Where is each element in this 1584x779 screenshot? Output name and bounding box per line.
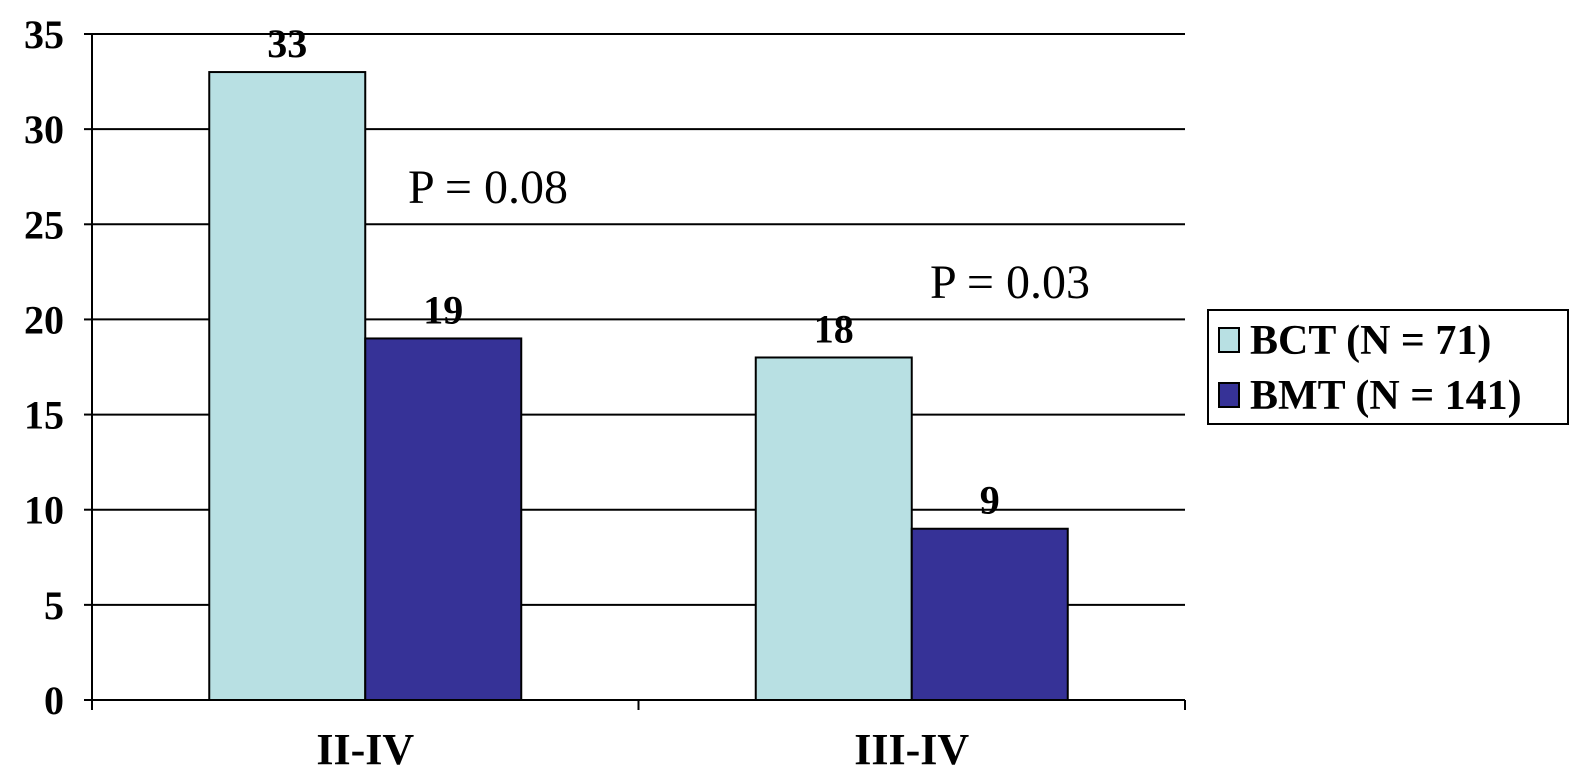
p-value-annotation-ii-iv: P = 0.08: [408, 161, 568, 214]
y-tick-label: 10: [24, 488, 64, 533]
axes: [84, 33, 1186, 710]
legend-label-bmt: BMT (N = 141): [1250, 373, 1522, 419]
x-category-label: II-IV: [316, 725, 414, 774]
data-label: 33: [267, 21, 307, 66]
data-label: 18: [814, 306, 854, 351]
y-tick-label: 25: [24, 202, 64, 247]
data-label: 19: [423, 287, 463, 332]
y-tick-label: 20: [24, 297, 64, 342]
bar-bmt: [910, 527, 1069, 701]
bars: [208, 71, 1069, 702]
y-tick-label: 30: [24, 107, 64, 152]
y-tick-label: 35: [24, 12, 64, 57]
y-tick-label: 0: [44, 678, 64, 723]
legend-swatch-bmt: [1218, 382, 1240, 408]
legend: BCT (N = 71) BMT (N = 141): [1207, 309, 1569, 425]
data-label: 9: [980, 478, 1000, 523]
bar-bct: [208, 71, 367, 702]
bar-bct: [754, 356, 913, 701]
legend-frame: [1207, 309, 1569, 425]
bar-bmt: [364, 337, 523, 701]
labels: 0 5 10 15 20 25 30 35 33 19 II-IV 18 9 III-IV: [24, 12, 1000, 774]
x-category-label: III-IV: [854, 725, 969, 774]
legend-label-bct: BCT (N = 71): [1250, 318, 1491, 364]
y-tick-label: 15: [24, 393, 64, 438]
legend-swatch-bct: [1218, 327, 1240, 353]
p-value-annotation-iii-iv: P = 0.03: [930, 256, 1090, 309]
y-tick-label: 5: [44, 583, 64, 628]
